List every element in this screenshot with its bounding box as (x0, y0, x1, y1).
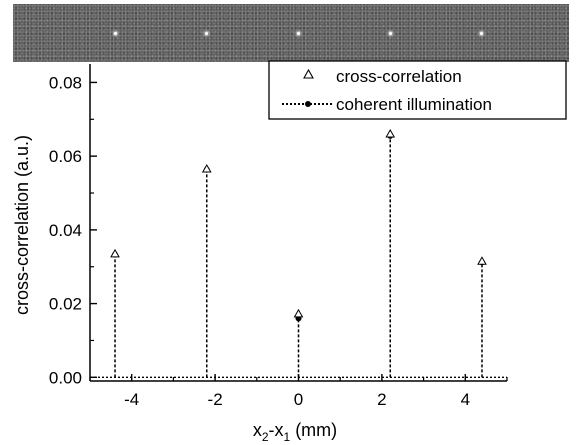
speckle-image-strip (13, 4, 569, 62)
data-marks (110, 129, 487, 378)
y-tick-label: 0.04 (49, 221, 82, 240)
legend-dot-marker (305, 101, 311, 107)
x-axis-title-sub1: 1 (284, 430, 291, 444)
x-axis-title-sub2: 2 (262, 430, 269, 444)
y-tick-label: 0.02 (49, 295, 82, 314)
legend-label-coherent-illumination: coherent illumination (336, 95, 492, 114)
x-axis-title-minus-x: -x (269, 420, 284, 440)
x-axis-title: x2-x1 (mm) (253, 420, 337, 444)
legend-box (268, 60, 567, 120)
point-cross-correlation (110, 248, 120, 258)
x-axis-title-unit: (mm) (290, 420, 337, 440)
y-tick-label: 0.00 (49, 368, 82, 387)
x-tick-label: 0 (294, 390, 303, 409)
legend-triangle-marker (303, 68, 314, 79)
point-cross-correlation (293, 308, 304, 318)
x-tick-label: -4 (124, 390, 139, 409)
image-bright-spot (297, 31, 300, 35)
legend: cross-correlation coherent illumination (268, 60, 567, 120)
y-tick-label: 0.06 (49, 147, 82, 166)
point-cross-correlation (201, 164, 212, 173)
y-axis-title: cross-correlation (a.u.) (12, 135, 32, 315)
image-bright-spot (388, 31, 392, 35)
x-tick-label: 2 (377, 390, 386, 409)
image-bright-spot (480, 31, 484, 35)
x-tick-label: -2 (208, 390, 223, 409)
point-cross-correlation (477, 256, 487, 265)
x-axis-title-x2: x (253, 420, 262, 440)
image-bright-spot (205, 31, 209, 35)
point-cross-correlation (385, 129, 396, 138)
image-bright-spot (113, 31, 117, 35)
y-tick-label: 0.08 (49, 73, 82, 92)
x-tick-label: 4 (461, 390, 470, 409)
legend-label-cross-correlation: cross-correlation (336, 67, 462, 86)
